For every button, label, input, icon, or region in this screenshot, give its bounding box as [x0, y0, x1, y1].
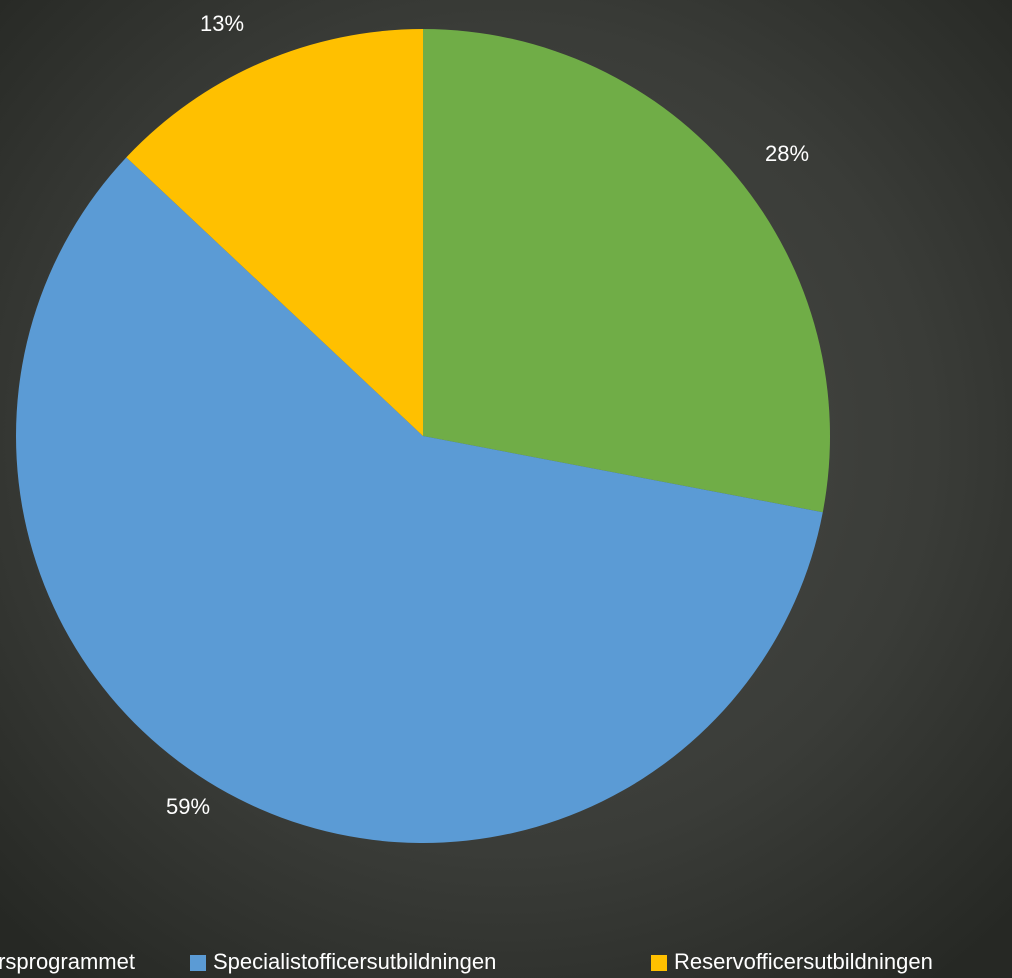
- legend-label: Specialistofficersutbildningen: [213, 949, 496, 974]
- data-label: 13%: [200, 11, 244, 36]
- legend-swatch: [190, 955, 206, 971]
- page: {"chart_data": {"type": "pie", "categori…: [0, 0, 1012, 978]
- legend-swatch: [651, 955, 667, 971]
- legend-label: Officersprogrammet: [0, 949, 135, 974]
- data-label: 59%: [166, 794, 210, 819]
- pie: [16, 29, 830, 843]
- data-label: 28%: [765, 141, 809, 166]
- legend-label: Reservofficersutbildningen: [674, 949, 933, 974]
- chart: 28% 59% 13% Officersprogrammet Specialistof…: [0, 0, 1012, 978]
